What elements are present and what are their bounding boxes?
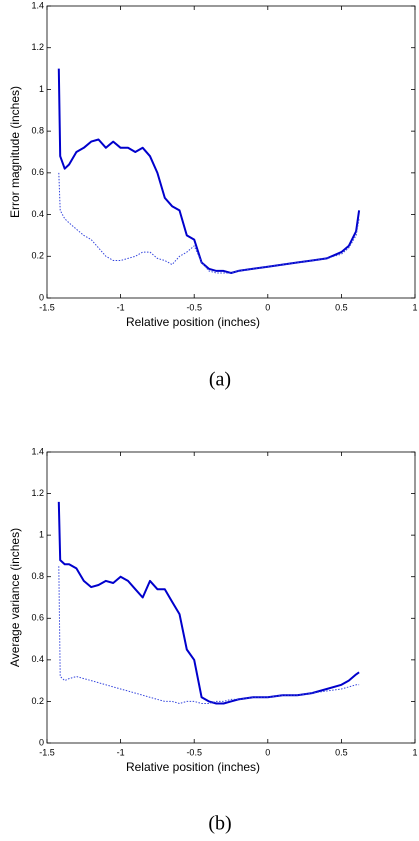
y-tick-label: 0 (39, 292, 44, 302)
x-tick-label: 0 (265, 302, 270, 312)
y-tick-label: 0.2 (31, 696, 44, 706)
x-tick-label: 0.5 (335, 302, 348, 312)
y-tick-label: 0.2 (31, 251, 44, 261)
data-line (58, 566, 360, 704)
x-tick-label: 1 (412, 747, 417, 757)
data-line (57, 68, 361, 274)
y-tick-label: 0.6 (31, 613, 44, 623)
data-line (58, 172, 360, 274)
x-axis-label: Relative position (inches) (126, 760, 260, 774)
y-tick-label: 0.4 (31, 209, 44, 219)
x-tick-label: -0.5 (186, 747, 202, 757)
plot-frame (46, 451, 416, 744)
y-axis-label: Error magnitude (inches) (8, 86, 22, 218)
plot-frame (46, 5, 416, 299)
y-axis-label: Average variance (inches) (8, 528, 22, 667)
x-tick-label: 0 (265, 747, 270, 757)
y-tick-label: 0.8 (31, 126, 44, 136)
y-tick-label: 1.4 (31, 446, 44, 456)
y-tick-label: 1.4 (31, 0, 44, 10)
y-tick-label: 1 (39, 530, 44, 540)
x-tick-label: -1 (117, 747, 125, 757)
x-tick-label: -1.5 (39, 302, 55, 312)
y-tick-label: 0.6 (31, 167, 44, 177)
caption: (a) (209, 369, 231, 391)
y-tick-label: 1 (39, 84, 44, 94)
y-tick-label: 0.8 (31, 571, 44, 581)
y-tick-label: 1.2 (31, 42, 44, 52)
x-tick-label: -0.5 (186, 302, 202, 312)
y-tick-label: 0 (39, 737, 44, 747)
x-tick-label: 0.5 (335, 747, 348, 757)
y-tick-label: 0.4 (31, 654, 44, 664)
x-tick-label: -1 (117, 302, 125, 312)
x-tick-label: 1 (412, 302, 417, 312)
caption: (b) (208, 813, 231, 835)
y-tick-label: 1.2 (31, 488, 44, 498)
data-line (57, 501, 360, 705)
x-tick-label: -1.5 (39, 747, 55, 757)
x-axis-label: Relative position (inches) (126, 315, 260, 329)
